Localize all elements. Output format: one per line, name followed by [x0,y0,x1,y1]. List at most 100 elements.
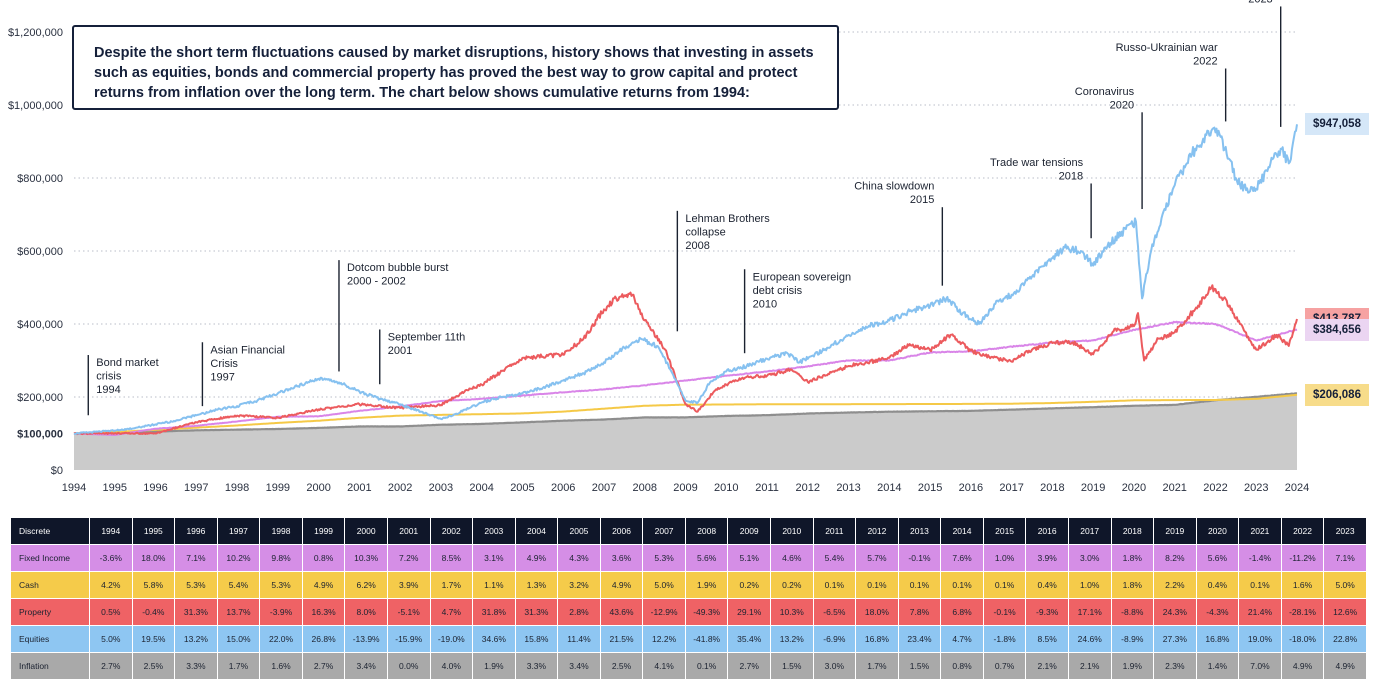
table-year-header: 2009 [727,517,771,545]
table-cell: 4.9% [514,544,559,572]
table-cell: 0.4% [1025,571,1069,599]
table-row: Property 0.5% -0.4% 31.3% 13.7% -3.9% 16.3% 8.0… [10,598,1367,626]
table-cell: -41.8% [684,625,729,653]
y-tick-label: $800,000 [17,173,63,185]
table-cell: 1.5% [897,652,942,680]
table-cell: 2.5% [131,652,176,680]
table-cell: 4.7% [429,598,474,626]
event-label: Dotcom bubble burst [347,262,449,274]
table-cell: 4.7% [940,625,984,653]
event-label: China slowdown [854,181,934,193]
table-cell: 1.8% [1110,571,1155,599]
event-label: Bond market [96,357,158,369]
table-cell: 2.2% [1153,571,1197,599]
x-tick-label: 2002 [388,482,412,494]
event-label: debt crisis [753,285,803,297]
table-cell: 1.7% [855,652,899,680]
x-tick-label: 2024 [1285,482,1309,494]
table-cell: 13.2% [174,625,218,653]
table-cell: 4.1% [642,652,686,680]
table-year-header: 2007 [642,517,686,545]
table-year-header: 1996 [174,517,218,545]
table-cell: 5.6% [1195,544,1240,572]
table-cell: -6.9% [812,625,857,653]
inflation-area [74,393,1297,470]
table-year-header: 2014 [940,517,984,545]
table-cell: 24.6% [1067,625,1112,653]
x-tick-label: 1995 [103,482,127,494]
table-cell: 5.3% [259,571,303,599]
intro-callout: Despite the short term fluctuations caus… [72,25,839,110]
x-tick-label: 2019 [1081,482,1105,494]
table-body: Fixed Income -3.6% 18.0% 7.1% 10.2% 9.8% 0.8% 1… [10,544,1367,680]
table-cell: -5.1% [386,598,431,626]
table-cell: -8.8% [1110,598,1155,626]
x-tick-label: 2010 [714,482,738,494]
table-cell: -4.3% [1195,598,1240,626]
discrete-returns-table: Discrete 1994 1995 1996 1997 1998 1999 2000 2001… [10,517,1367,680]
event-label: 2015 [910,194,934,206]
event-label: 1994 [96,384,120,396]
table-cell: 0.1% [1238,571,1282,599]
y-tick-label: $600,000 [17,246,63,258]
table-cell: 10.3% [344,544,388,572]
event-label: 2023 [1248,0,1272,5]
table-cell: 13.2% [770,625,814,653]
event-label: 2000 - 2002 [347,276,406,288]
event-label: collapse [685,226,725,238]
table-cell: 43.6% [599,598,644,626]
table-cell: 5.3% [642,544,686,572]
table-cell: 1.6% [259,652,303,680]
series-lines [73,124,1298,436]
table-cell: 1.7% [216,652,261,680]
table-cell: 27.3% [1153,625,1197,653]
end-value-label: $947,058 [1305,113,1369,136]
x-tick-label: 2016 [959,482,983,494]
table-cell: 16.3% [301,598,346,626]
table-cell: 2.7% [301,652,346,680]
table-cell: 3.4% [344,652,388,680]
table-cell: -28.1% [1280,598,1325,626]
table-cell: 18.0% [855,598,899,626]
table-cell: 19.0% [1238,625,1282,653]
table-cell: 3.1% [472,544,516,572]
table-cell: 8.5% [1025,625,1069,653]
table-cell: -3.6% [89,544,133,572]
table-cell: 5.4% [216,571,261,599]
event-label: Trade war tensions [990,157,1084,169]
table-cell: 6.8% [940,598,984,626]
table-cell: 2.5% [599,652,644,680]
table-year-header: 2008 [684,517,729,545]
table-cell: 19.5% [131,625,176,653]
table-cell: 1.0% [1067,571,1112,599]
table-cell: 26.8% [301,625,346,653]
y-tick-label: $400,000 [17,319,63,331]
event-label: 2018 [1059,170,1083,182]
table-cell: 0.8% [940,652,984,680]
table-cell: 1.0% [982,544,1027,572]
x-tick-label: 2000 [306,482,330,494]
table-cell: 15.0% [216,625,261,653]
table-cell: 12.2% [642,625,686,653]
property-line [73,284,1298,436]
table-cell: 0.0% [386,652,431,680]
table-year-header: 2020 [1195,517,1240,545]
x-axis-ticks: 1994 1995 1996 1997 1998 1999 2000 2001 2002 2003… [62,482,1309,494]
x-tick-label: 2022 [1203,482,1227,494]
table-cell: 4.9% [1323,652,1367,680]
inflation-area [74,393,1297,470]
x-tick-label: 2015 [918,482,942,494]
table-cell: 5.3% [174,571,218,599]
table-cell: 31.3% [174,598,218,626]
table-cell: -13.9% [344,625,388,653]
event-label: Russo-Ukrainian war [1116,42,1218,54]
table-cell: 6.2% [344,571,388,599]
table-cell: 1.5% [770,652,814,680]
table-cell: 0.8% [301,544,346,572]
table-cell: 0.1% [897,571,942,599]
table-year-header: 1998 [259,517,303,545]
table-row-label: Fixed Income [10,544,90,572]
table-cell: 35.4% [727,625,771,653]
table-cell: 8.0% [344,598,388,626]
table-cell: 7.0% [1238,652,1282,680]
